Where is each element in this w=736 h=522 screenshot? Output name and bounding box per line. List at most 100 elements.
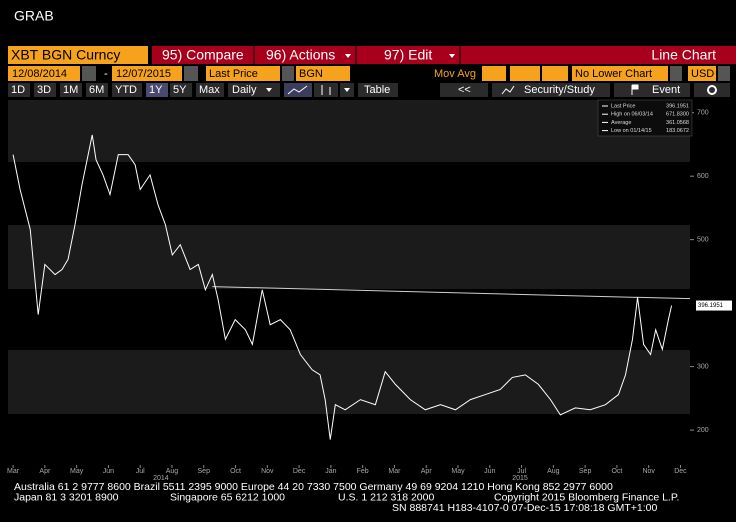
event: Event	[652, 84, 680, 96]
bar-chart-icon[interactable]	[314, 83, 338, 97]
x-tick-label: May	[451, 468, 465, 475]
dropdown-arrow	[449, 54, 455, 58]
legend-name: Average	[611, 120, 631, 126]
legend-name: Low on 01/14/15	[611, 128, 652, 134]
dropdown[interactable]	[718, 66, 730, 81]
calendar-icon[interactable]	[184, 66, 198, 81]
study-field[interactable]	[482, 66, 506, 81]
source-field[interactable]	[296, 66, 350, 81]
x-tick-label: Jul	[136, 468, 145, 475]
source: BGN	[299, 68, 323, 80]
table-button[interactable]	[358, 83, 398, 97]
x-tick-label: Nov	[261, 468, 274, 475]
x-tick-label: Apr	[39, 468, 51, 475]
calendar-icon[interactable]	[82, 66, 96, 81]
study-field[interactable]	[510, 66, 540, 81]
currency: USD	[691, 68, 714, 80]
actions-button[interactable]: 96) Actions	[266, 47, 335, 63]
last-price-label: 396.1951	[698, 303, 724, 309]
y-tick-label: 500	[697, 236, 709, 243]
legend-name: Last Price	[611, 103, 635, 109]
x-tick-label: Oct	[611, 468, 622, 475]
field-select[interactable]	[206, 66, 280, 81]
x-tick-label: Jan	[325, 468, 336, 475]
ticker-box[interactable]	[8, 46, 148, 64]
lower-chart: No Lower Chart	[575, 68, 652, 80]
period: 6M	[89, 84, 104, 96]
year-label: 2014	[153, 475, 169, 482]
y-tick-label: 200	[697, 427, 709, 434]
x-tick-label: Jun	[103, 468, 114, 475]
period-button[interactable]	[146, 83, 168, 97]
period: 1D	[11, 84, 25, 96]
gear-icon	[707, 85, 717, 95]
period: Max	[199, 84, 220, 96]
period-button[interactable]	[60, 83, 82, 97]
line-chart-icon[interactable]	[284, 83, 312, 97]
legend-name: High on 06/03/14	[611, 112, 653, 118]
study-label: Mov Avg	[434, 68, 476, 80]
dropdown-arrow	[344, 88, 350, 92]
dropdown[interactable]	[670, 66, 682, 81]
view-name: Line Chart	[651, 47, 716, 63]
end-field[interactable]	[112, 66, 182, 81]
window-title: GRAB	[14, 8, 54, 24]
x-tick-label: Apr	[421, 468, 433, 475]
footer-text: U.S. 1 212 318 2000	[338, 491, 434, 503]
bars-icon	[321, 85, 331, 95]
currency-field[interactable]	[688, 66, 716, 81]
period-button[interactable]	[170, 83, 192, 97]
price-line	[12, 134, 673, 440]
period: 1Y	[149, 84, 163, 96]
period: 1M	[63, 84, 78, 96]
x-tick-label: Nov	[642, 468, 655, 475]
period-button[interactable]	[86, 83, 108, 97]
legend-value: 183.0672	[666, 128, 689, 134]
flag-icon	[631, 84, 639, 95]
x-tick-label: Jul	[517, 468, 526, 475]
legend-box	[597, 99, 693, 137]
band	[8, 350, 690, 414]
legend-value: 396.1951	[666, 103, 689, 109]
year-label: 2015	[512, 475, 528, 482]
lower-select[interactable]	[572, 66, 668, 81]
y-tick-label: 600	[697, 173, 709, 180]
ticker: XBT BGN Curncy	[11, 47, 120, 63]
dropdown-arrow	[266, 88, 272, 92]
study-field[interactable]	[542, 66, 568, 81]
period-button[interactable]	[196, 83, 224, 97]
trendline	[212, 286, 691, 300]
end-date: 12/07/2015	[116, 68, 171, 80]
edit-button[interactable]: 97) Edit	[384, 47, 432, 63]
period: 5Y	[173, 84, 187, 96]
settings-button[interactable]	[694, 83, 730, 97]
back: <<	[458, 84, 471, 96]
period-button[interactable]	[112, 83, 142, 97]
x-tick-label: Oct	[230, 468, 241, 475]
dropdown[interactable]	[282, 66, 294, 81]
security-study: Security/Study	[524, 84, 595, 96]
footer-text: Singapore 65 6212 1000	[170, 491, 285, 503]
x-tick-label: Feb	[357, 468, 369, 475]
last-price-tag	[696, 300, 732, 311]
period: 3D	[37, 84, 51, 96]
table: Table	[364, 84, 390, 96]
study-button[interactable]	[492, 83, 610, 97]
period-button[interactable]	[8, 83, 30, 97]
x-tick-label: Dec	[293, 468, 306, 475]
compare-button[interactable]: 95) Compare	[162, 47, 244, 63]
footer-text: SN 888741 H183-4107-0 07-Dec-15 17:08:18…	[392, 502, 657, 514]
x-tick-label: Sep	[579, 468, 592, 475]
period: YTD	[115, 84, 137, 96]
start-field[interactable]	[8, 66, 80, 81]
menu-bar	[152, 46, 736, 64]
back-button[interactable]	[440, 83, 488, 97]
field: Last Price	[209, 68, 258, 80]
date-separator: -	[104, 68, 108, 80]
x-tick-label: Aug	[166, 468, 179, 475]
y-tick-label: 700	[697, 110, 709, 117]
period-button[interactable]	[34, 83, 56, 97]
frequency-button[interactable]	[228, 83, 280, 97]
dropdown-arrow	[345, 54, 351, 58]
